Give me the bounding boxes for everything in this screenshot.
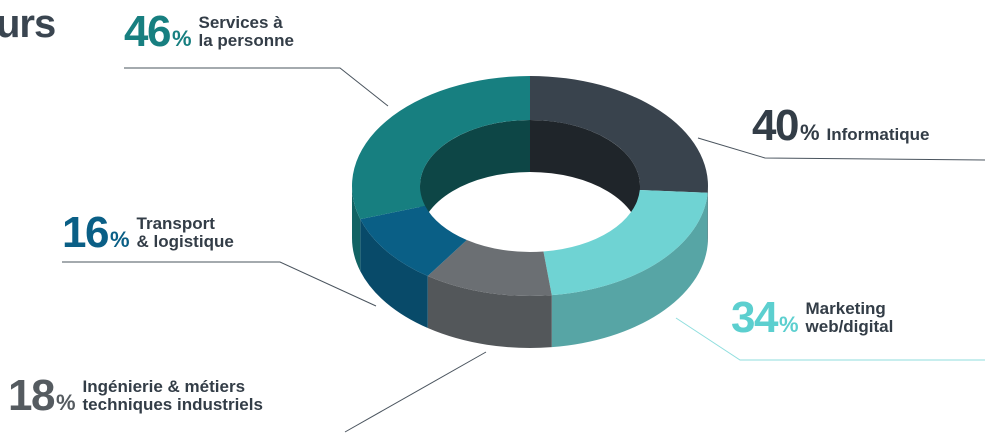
- transport-percent-sign: %: [109, 227, 130, 252]
- ingenierie-label-line-2: techniques industriels: [82, 395, 263, 415]
- donut-inner-wall-0-1: [530, 120, 640, 238]
- leader-line-2: [344, 351, 487, 433]
- donut-slice-3: [360, 205, 467, 277]
- ingenierie-percent-sign: %: [55, 390, 76, 415]
- ingenierie-value: 18: [8, 371, 55, 420]
- services-label-line-2: la personne: [198, 31, 294, 51]
- informatique-value: 40: [752, 101, 799, 150]
- donut-side-wall-3-0: [360, 219, 428, 329]
- donut-slice-0: [530, 76, 708, 193]
- services-label-line-1: Services à: [198, 13, 283, 33]
- leader-line-4: [124, 67, 389, 107]
- heading-fragment: urs: [0, 2, 56, 46]
- callout-transport: 16 % Transport & logistique: [62, 208, 234, 257]
- callout-ingenierie: 18 % Ingénierie & métiers techniques ind…: [8, 371, 263, 420]
- donut-slice-4: [351, 76, 530, 220]
- ingenierie-label: Ingénierie & métiers techniques industri…: [83, 378, 263, 414]
- marketing-percent-sign: %: [778, 312, 799, 337]
- donut-inner-wall-4-0: [420, 120, 530, 238]
- services-percent: 46 %: [124, 7, 192, 56]
- leader-line-0: [697, 137, 985, 161]
- donut-side-wall-4-0: [352, 186, 361, 272]
- donut-slice-1: [543, 190, 708, 296]
- callout-informatique: 40 % Informatique: [752, 101, 930, 150]
- informatique-percent: 40 %: [752, 101, 820, 150]
- services-label: Services à la personne: [199, 14, 294, 50]
- donut-side-wall-1-0: [551, 192, 708, 348]
- leader-line-1: [675, 317, 985, 361]
- donut-inner-walls: [420, 120, 640, 238]
- donut-top-faces: [351, 76, 708, 296]
- marketing-label-line-2: web/digital: [805, 317, 894, 337]
- ingenierie-percent: 18 %: [8, 371, 76, 420]
- leader-line-3: [62, 261, 377, 307]
- transport-percent: 16 %: [62, 208, 130, 257]
- transport-label: Transport & logistique: [137, 215, 234, 251]
- callout-services: 46 % Services à la personne: [124, 7, 294, 56]
- transport-label-line-1: Transport: [136, 214, 215, 234]
- informatique-percent-sign: %: [799, 120, 820, 145]
- services-value: 46: [124, 7, 171, 56]
- donut-side-wall-2-0: [427, 276, 552, 348]
- informatique-label: Informatique: [827, 126, 930, 144]
- informatique-label-line-1: Informatique: [826, 125, 930, 145]
- services-percent-sign: %: [171, 26, 192, 51]
- marketing-percent: 34 %: [731, 293, 799, 342]
- transport-label-line-2: & logistique: [136, 232, 234, 252]
- marketing-label-line-1: Marketing: [805, 299, 886, 319]
- leader-lines: [62, 67, 985, 433]
- marketing-value: 34: [731, 293, 778, 342]
- marketing-label: Marketing web/digital: [806, 300, 894, 336]
- ingenierie-label-line-1: Ingénierie & métiers: [82, 377, 246, 397]
- donut-slice-2: [427, 240, 552, 296]
- transport-value: 16: [62, 208, 109, 257]
- donut-side-walls: [352, 186, 708, 348]
- callout-marketing: 34 % Marketing web/digital: [731, 293, 894, 342]
